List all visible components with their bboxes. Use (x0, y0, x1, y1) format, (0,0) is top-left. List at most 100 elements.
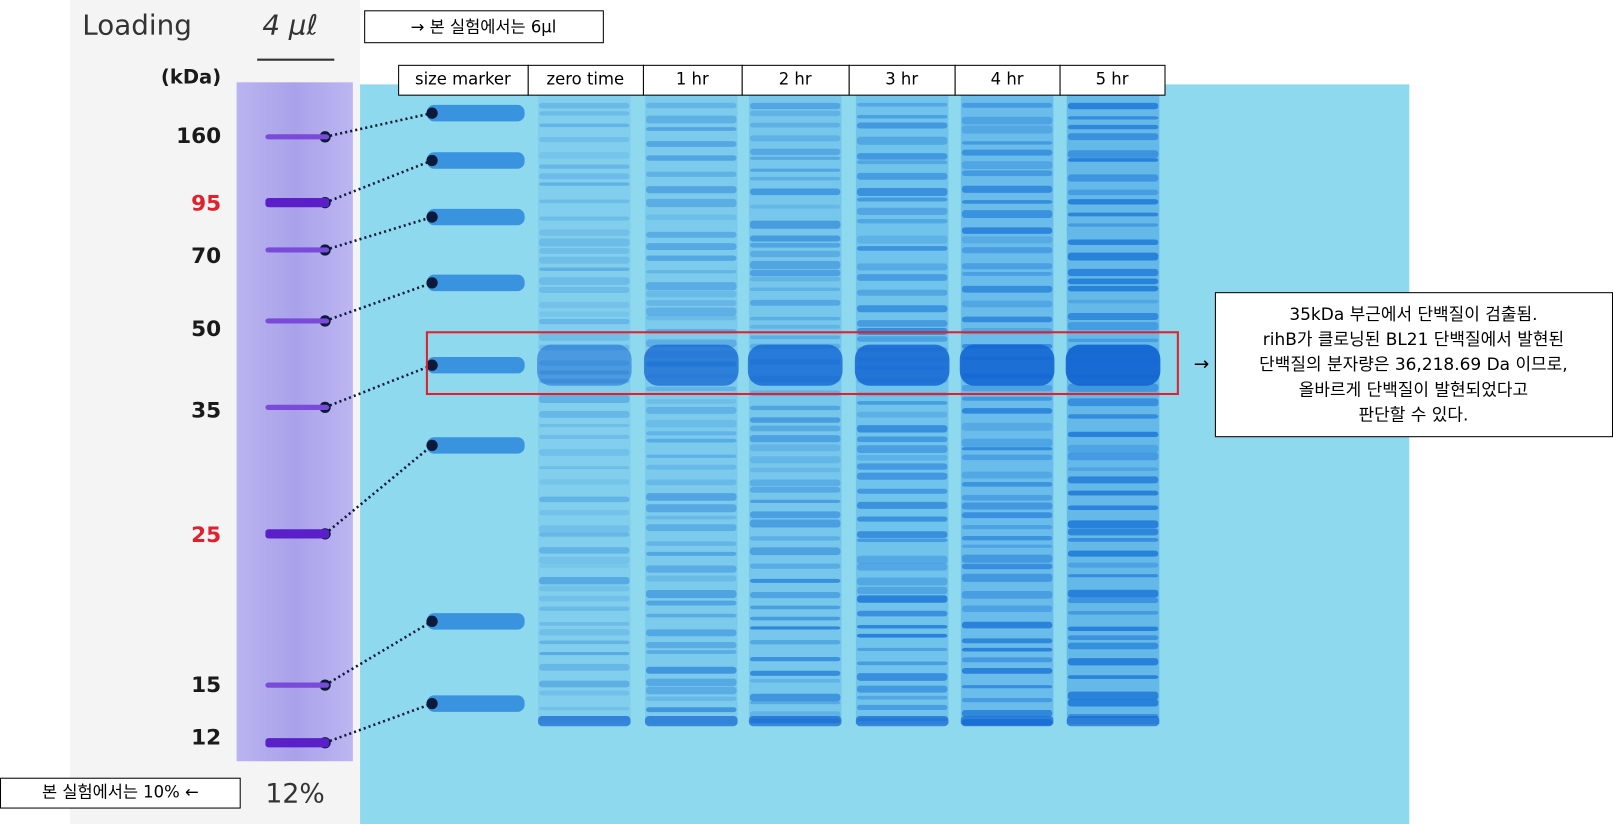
protein-band (749, 456, 841, 464)
protein-band (961, 408, 1053, 414)
protein-band (646, 255, 737, 261)
protein-band (1067, 239, 1159, 246)
annotation-text: 35kDa 부근에서 단백질이 검출됨. rihB가 클로닝된 BL21 단백질에… (1259, 305, 1568, 426)
protein-band (1067, 133, 1159, 141)
protein-band (1067, 338, 1159, 343)
protein-band (646, 419, 737, 428)
protein-band (646, 613, 737, 618)
lane-header: 1 hr (676, 70, 709, 89)
protein-band (646, 696, 737, 701)
protein-band (1067, 589, 1159, 598)
lane-smear (538, 94, 631, 725)
protein-band (1067, 452, 1159, 461)
protein-band (749, 235, 841, 242)
protein-band (961, 605, 1053, 613)
protein-band (749, 299, 841, 306)
protein-band (961, 638, 1053, 644)
protein-band (539, 136, 630, 143)
protein-band (856, 624, 948, 629)
protein-band (856, 401, 948, 405)
gel-marker-band (426, 695, 525, 712)
protein-band (646, 524, 737, 532)
protein-band (856, 488, 948, 494)
protein-band (749, 605, 841, 610)
protein-band (749, 670, 841, 676)
protein-band (961, 316, 1053, 323)
protein-band (856, 263, 948, 271)
bottom-front (644, 715, 738, 727)
protein-band (856, 647, 948, 651)
protein-band (1067, 699, 1159, 707)
protein-band (856, 463, 948, 470)
protein-band (749, 591, 841, 599)
protein-band (749, 519, 841, 528)
protein-band (539, 164, 630, 169)
protein-band (749, 156, 841, 160)
protein-band (1067, 597, 1159, 604)
protein-band (961, 422, 1053, 431)
protein-band (961, 438, 1053, 447)
protein-band (1067, 189, 1159, 196)
marker-links (319, 107, 438, 749)
protein-band (646, 707, 737, 713)
protein-band (646, 141, 737, 147)
protein-band (749, 250, 841, 258)
protein-band (749, 324, 841, 329)
marker-label: 12 (191, 726, 221, 751)
protein-band (539, 301, 630, 309)
protein-band (749, 626, 841, 630)
protein-band (856, 577, 948, 586)
gel-marker-band (426, 152, 525, 169)
protein-band (856, 595, 948, 603)
protein-band (539, 690, 630, 696)
protein-band (1067, 431, 1159, 437)
marker-label: 50 (191, 317, 221, 342)
protein-band (749, 486, 841, 493)
protein-band (539, 247, 630, 254)
marker-dot (426, 615, 438, 627)
protein-band (856, 153, 948, 160)
protein-band (539, 680, 630, 688)
protein-band (1067, 158, 1159, 162)
protein-band (646, 307, 737, 316)
protein-band (856, 538, 948, 543)
annotation-line: 올바르게 단백질이 발현되었다고 (1299, 380, 1528, 400)
protein-band (1067, 223, 1159, 227)
main-band (643, 344, 739, 386)
protein-band (1067, 285, 1159, 292)
protein-band (646, 386, 737, 392)
marker-label: 35 (191, 398, 221, 423)
marker-link (324, 215, 433, 252)
protein-band (1067, 383, 1159, 392)
bottom-front (1066, 715, 1160, 727)
protein-band (856, 114, 948, 119)
protein-band (961, 149, 1053, 156)
marker-label: 70 (191, 244, 221, 269)
protein-band (856, 436, 948, 443)
protein-band (856, 320, 948, 327)
protein-band (646, 565, 737, 573)
protein-band (646, 155, 737, 161)
protein-band (749, 479, 841, 487)
protein-band (961, 482, 1053, 487)
marker-dot (426, 154, 438, 167)
annotation-line: 단백질의 분자량은 36,218.69 Da 이므로, (1259, 355, 1568, 375)
protein-band (856, 633, 948, 638)
lane-header: 3 hr (885, 70, 918, 89)
protein-band (1067, 626, 1159, 631)
protein-band (961, 102, 1053, 108)
protein-band (961, 563, 1053, 570)
lane-header: size marker (415, 70, 511, 89)
marker-label: 160 (176, 124, 221, 149)
protein-band (646, 406, 737, 414)
highlight-box (425, 331, 1179, 396)
annotation-line: 35kDa 부근에서 단백질이 검출됨. (1289, 305, 1537, 325)
protein-band (749, 176, 841, 181)
protein-band (539, 434, 630, 439)
ladder-band (265, 738, 330, 748)
protein-band (1067, 174, 1159, 182)
protein-band (961, 396, 1053, 401)
lane-header: 4 hr (991, 70, 1024, 89)
protein-band (749, 168, 841, 172)
